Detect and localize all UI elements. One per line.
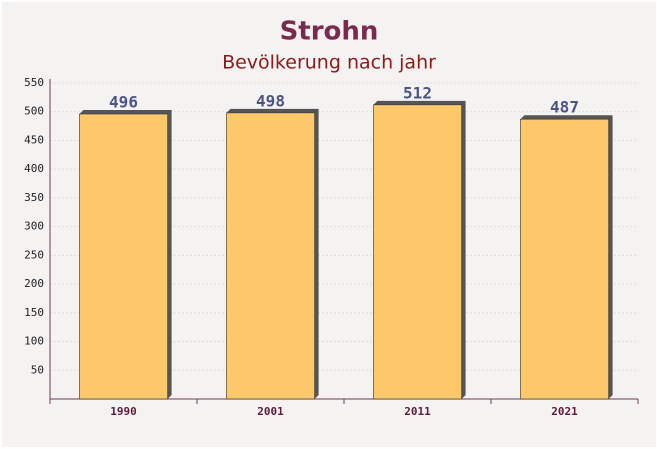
bar bbox=[79, 113, 168, 400]
bar bbox=[226, 112, 315, 400]
value-label: 487 bbox=[550, 98, 579, 117]
x-tick-label: 2001 bbox=[257, 405, 284, 418]
y-tick-label: 150 bbox=[24, 306, 44, 319]
x-tick-label: 2011 bbox=[404, 405, 431, 418]
y-tick-label: 350 bbox=[24, 191, 44, 204]
y-tick-label: 550 bbox=[24, 76, 44, 89]
y-tick-label: 50 bbox=[31, 363, 44, 376]
y-tick-label: 200 bbox=[24, 277, 44, 290]
value-label: 496 bbox=[109, 93, 138, 112]
chart-subtitle: Bevölkerung nach jahr bbox=[222, 52, 436, 74]
x-tick-label: 1990 bbox=[110, 405, 137, 418]
bar bbox=[520, 118, 609, 400]
value-label: 512 bbox=[403, 83, 432, 102]
y-tick-label: 250 bbox=[24, 248, 44, 261]
y-tick-label: 100 bbox=[24, 335, 44, 348]
bar bbox=[373, 104, 462, 400]
y-tick-label: 450 bbox=[24, 133, 44, 146]
y-tick-label: 400 bbox=[24, 162, 44, 175]
x-tick-label: 2021 bbox=[551, 405, 578, 418]
y-tick-label: 300 bbox=[24, 220, 44, 233]
y-tick-label: 500 bbox=[24, 105, 44, 118]
value-label: 498 bbox=[256, 91, 285, 110]
chart-title: Strohn bbox=[280, 17, 379, 47]
